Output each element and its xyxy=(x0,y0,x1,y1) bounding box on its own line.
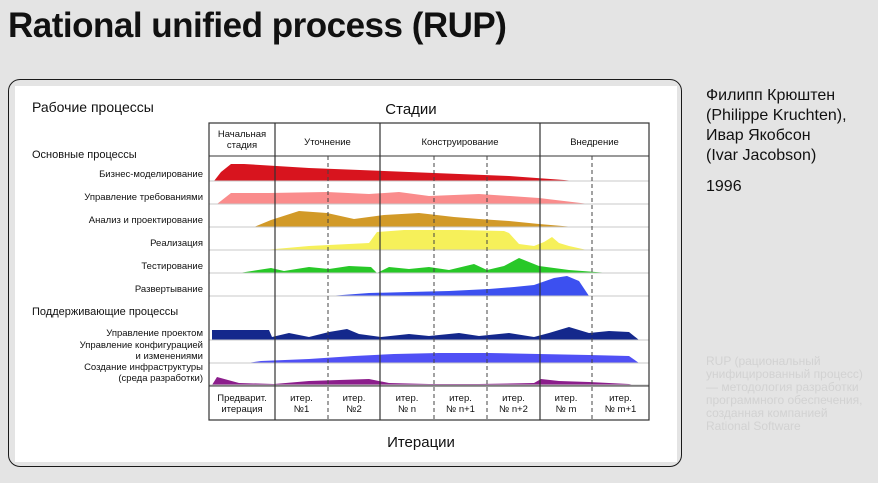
author-line: (Ivar Jacobson) xyxy=(706,147,817,164)
rup-description: RUP (рациональный унифицированный процес… xyxy=(706,354,863,433)
workflow-label: Развертывание xyxy=(135,284,203,295)
iteration-label: итер. xyxy=(290,393,313,404)
workflow-hump xyxy=(329,276,589,296)
phase-label: Конструирование xyxy=(421,137,498,148)
iteration-label: итер. xyxy=(343,393,366,404)
workflow-label: Управление проектом xyxy=(106,328,203,339)
workflow-label: Бизнес-моделирование xyxy=(99,169,203,180)
iteration-label: итер. xyxy=(502,393,525,404)
workflow-label: Управление конфигурацией xyxy=(80,340,203,351)
iteration-label: № n+2 xyxy=(499,404,528,415)
slide-title: Rational unified process (RUP) xyxy=(8,6,507,45)
rup-diagram-frame: Рабочие процессы Стадии Итерации Основные п… xyxy=(8,79,682,467)
workflow-label: Тестирование xyxy=(141,261,203,272)
grid-border xyxy=(208,122,650,421)
author-line: (Philippe Kruchten), xyxy=(706,107,847,124)
author-line: Ивар Якобсон xyxy=(706,127,811,144)
workflow-hump xyxy=(239,258,609,273)
workflows-heading: Рабочие процессы xyxy=(32,99,154,115)
phase-label: Уточнение xyxy=(304,137,351,148)
iteration-label: №2 xyxy=(346,404,361,415)
iteration-label: № m+1 xyxy=(605,404,637,415)
author-line: Филипп Крюштен xyxy=(706,87,836,104)
workflow-label: (среда разработки) xyxy=(118,373,203,384)
workflow-hump xyxy=(247,353,639,363)
workflow-hump xyxy=(254,211,574,227)
phase-label: стадия xyxy=(227,140,257,151)
iteration-label: итер. xyxy=(449,393,472,404)
workflow-hump xyxy=(214,164,574,181)
workflow-label: Реализация xyxy=(150,238,203,249)
workflow-label: Создание инфраструктуры xyxy=(84,362,203,373)
iteration-label: итер. xyxy=(609,393,632,404)
authors-block: Филипп Крюштен (Philippe Kruchten), Ивар… xyxy=(706,86,874,197)
iterations-heading: Итерации xyxy=(387,434,455,451)
stages-heading: Стадии xyxy=(385,101,436,118)
workflow-label: и изменениями xyxy=(136,351,204,362)
iteration-label: № m xyxy=(556,404,577,415)
core-processes-heading: Основные процессы xyxy=(32,149,137,161)
diagram-background xyxy=(15,86,677,462)
year: 1996 xyxy=(706,178,742,195)
iteration-label: итер. xyxy=(396,393,419,404)
iteration-label: Предварит. xyxy=(217,393,266,404)
workflow-hump xyxy=(212,377,634,385)
iteration-label: № n+1 xyxy=(446,404,475,415)
iteration-label: №1 xyxy=(294,404,309,415)
phase-label: Начальная xyxy=(218,129,266,140)
phase-label: Внедрение xyxy=(570,137,619,148)
workflow-label: Управление требованиями xyxy=(84,192,203,203)
rup-hump-diagram: Рабочие процессы Стадии Итерации Основные п… xyxy=(15,86,677,462)
iteration-label: итер. xyxy=(555,393,578,404)
workflow-hump xyxy=(264,230,587,250)
workflow-hump xyxy=(217,192,589,204)
support-processes-heading: Поддерживающие процессы xyxy=(32,306,178,318)
iteration-label: № n xyxy=(398,404,416,415)
iteration-label: итерация xyxy=(221,404,262,415)
workflow-hump xyxy=(212,327,639,340)
workflow-label: Анализ и проектирование xyxy=(89,215,203,226)
